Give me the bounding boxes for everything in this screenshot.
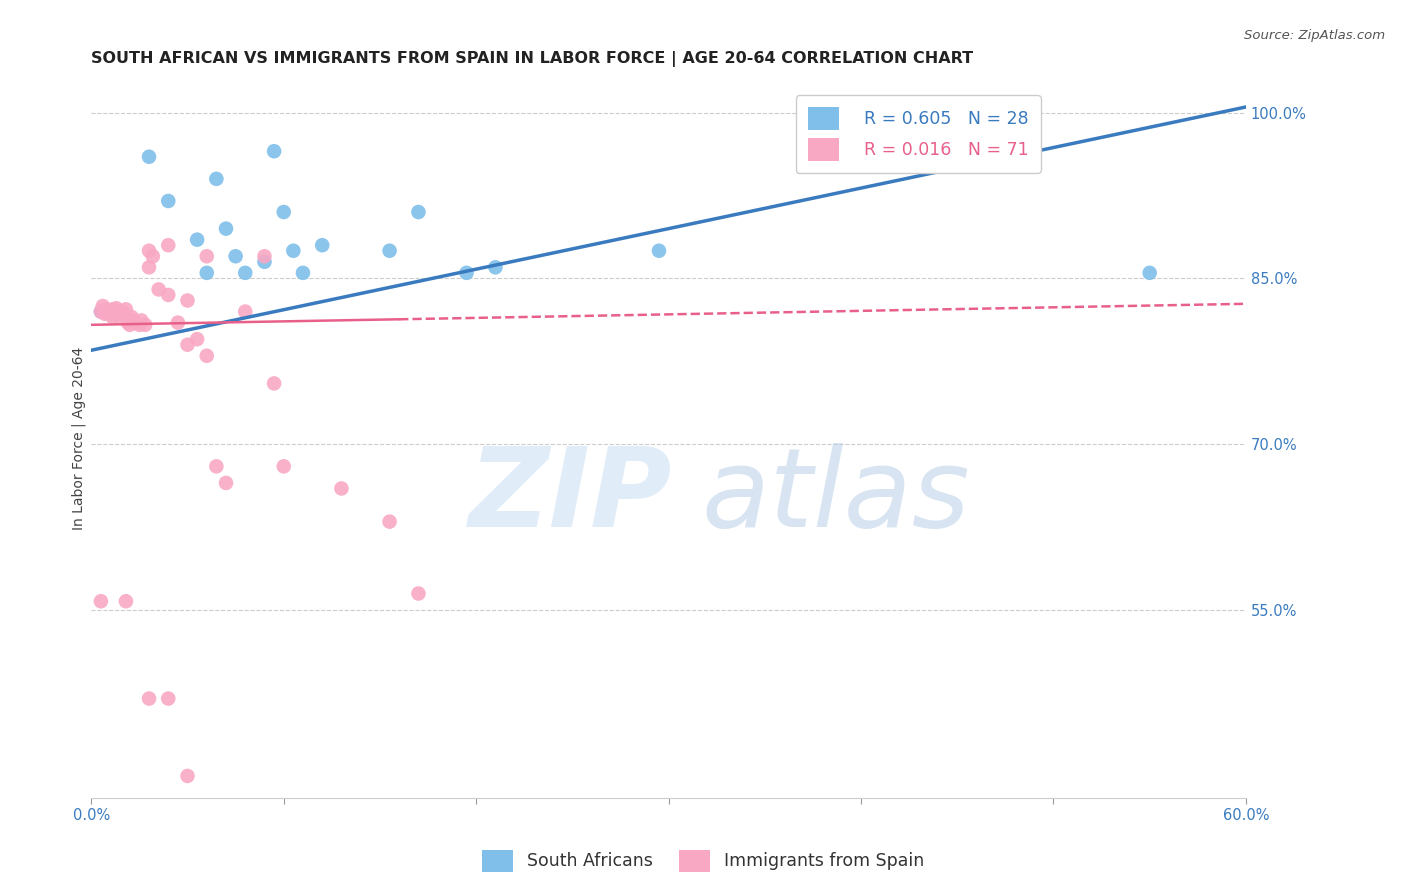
Point bbox=[112, 307, 135, 321]
Point bbox=[105, 301, 128, 316]
Text: ZIP: ZIP bbox=[470, 442, 672, 549]
Point bbox=[148, 282, 170, 296]
Point bbox=[90, 594, 112, 608]
Point bbox=[138, 150, 160, 164]
Point bbox=[195, 249, 218, 263]
Point bbox=[157, 288, 180, 302]
Point bbox=[115, 594, 138, 608]
Point bbox=[142, 249, 165, 263]
Point bbox=[96, 302, 118, 317]
Point bbox=[138, 260, 160, 275]
Point bbox=[138, 691, 160, 706]
Point bbox=[253, 254, 276, 268]
Point bbox=[648, 244, 671, 258]
Point bbox=[186, 332, 208, 346]
Point bbox=[167, 316, 190, 330]
Point bbox=[157, 238, 180, 252]
Point bbox=[90, 304, 112, 318]
Point bbox=[205, 172, 228, 186]
Point bbox=[108, 306, 131, 320]
Point bbox=[456, 266, 478, 280]
Point bbox=[97, 306, 120, 320]
Point bbox=[311, 238, 333, 252]
Text: atlas: atlas bbox=[702, 442, 970, 549]
Point bbox=[215, 221, 238, 235]
Point bbox=[121, 310, 143, 324]
Legend:   R = 0.605   N = 28,   R = 0.016   N = 71: R = 0.605 N = 28, R = 0.016 N = 71 bbox=[796, 95, 1040, 173]
Point bbox=[205, 459, 228, 474]
Point bbox=[94, 307, 117, 321]
Point bbox=[176, 769, 198, 783]
Point bbox=[215, 475, 238, 490]
Point bbox=[186, 233, 208, 247]
Point bbox=[103, 303, 125, 318]
Point bbox=[111, 304, 134, 318]
Point bbox=[195, 349, 218, 363]
Point bbox=[263, 145, 285, 159]
Point bbox=[273, 205, 295, 219]
Point bbox=[225, 249, 247, 263]
Point bbox=[233, 266, 256, 280]
Point bbox=[90, 304, 112, 318]
Point bbox=[100, 307, 122, 321]
Point bbox=[115, 302, 138, 317]
Point bbox=[176, 293, 198, 308]
Point bbox=[94, 304, 117, 318]
Point bbox=[111, 308, 134, 322]
Point bbox=[138, 244, 160, 258]
Text: SOUTH AFRICAN VS IMMIGRANTS FROM SPAIN IN LABOR FORCE | AGE 20-64 CORRELATION CH: SOUTH AFRICAN VS IMMIGRANTS FROM SPAIN I… bbox=[91, 51, 973, 67]
Y-axis label: In Labor Force | Age 20-64: In Labor Force | Age 20-64 bbox=[72, 347, 86, 531]
Point bbox=[253, 249, 276, 263]
Point bbox=[117, 316, 139, 330]
Point bbox=[105, 304, 128, 318]
Point bbox=[128, 318, 150, 332]
Point bbox=[100, 304, 122, 318]
Point bbox=[101, 310, 124, 324]
Point bbox=[263, 376, 285, 391]
Point bbox=[195, 266, 218, 280]
Point bbox=[408, 205, 430, 219]
Point bbox=[157, 194, 180, 208]
Point bbox=[484, 260, 506, 275]
Point bbox=[124, 316, 146, 330]
Point bbox=[330, 482, 353, 496]
Point bbox=[103, 307, 125, 321]
Point bbox=[378, 515, 401, 529]
Point bbox=[408, 586, 430, 600]
Point bbox=[108, 304, 131, 318]
Point bbox=[273, 459, 295, 474]
Text: Source: ZipAtlas.com: Source: ZipAtlas.com bbox=[1244, 29, 1385, 42]
Point bbox=[122, 313, 145, 327]
Point bbox=[291, 266, 314, 280]
Point bbox=[283, 244, 305, 258]
Point bbox=[157, 691, 180, 706]
Point bbox=[1139, 266, 1161, 280]
Point bbox=[176, 337, 198, 351]
Point bbox=[134, 318, 156, 332]
Point bbox=[378, 244, 401, 258]
Point bbox=[91, 299, 114, 313]
Point bbox=[118, 318, 141, 332]
Point bbox=[233, 304, 256, 318]
Legend: South Africans, Immigrants from Spain: South Africans, Immigrants from Spain bbox=[475, 843, 931, 879]
Point bbox=[107, 309, 129, 323]
Point bbox=[101, 302, 124, 317]
Point bbox=[131, 313, 153, 327]
